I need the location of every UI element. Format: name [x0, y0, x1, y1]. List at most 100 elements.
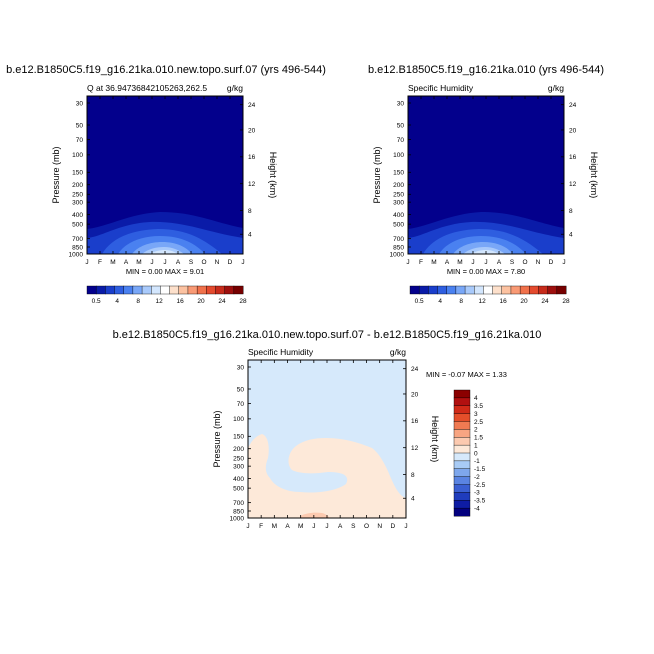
p3-xtick-label: J	[312, 523, 315, 530]
p2-y2tick-label: 12	[569, 181, 577, 188]
p2-ytick-label: 700	[393, 236, 404, 243]
p1-y2tick-label: 12	[248, 181, 256, 188]
p3-ytick-label: 250	[233, 456, 244, 463]
p2-ytick-label: 200	[393, 182, 404, 189]
p1-xtick-label: J	[241, 259, 244, 266]
p1-ytick-label: 70	[76, 137, 84, 144]
panel-1-stats: MIN = 0.00 MAX = 9.01	[126, 267, 204, 276]
p3-colorbar-swatch	[453, 444, 471, 454]
p2-y2tick-label: 24	[569, 102, 577, 109]
p3-colorbar-label: 2	[474, 427, 478, 434]
p3-colorbar-label: -2	[474, 474, 480, 481]
p2-colorbar-swatch	[409, 285, 420, 295]
p1-colorbar-swatch	[105, 285, 115, 295]
p1-xtick-label: A	[176, 259, 181, 266]
p1-colorbar-swatch	[233, 285, 244, 295]
p1-colorbar-label: 16	[176, 298, 184, 305]
p3-ytick-label: 300	[233, 463, 244, 470]
panel-2-stats: MIN = 0.00 MAX = 7.80	[447, 267, 525, 276]
p1-ytick-label: 50	[76, 122, 84, 129]
p2-xtick-label: J	[406, 259, 409, 266]
p2-xtick-label: M	[431, 259, 436, 266]
p3-ytick-label: 150	[233, 434, 244, 441]
p1-xtick-label: M	[136, 259, 141, 266]
p2-colorbar-swatch	[556, 285, 567, 295]
p3-colorbar-label: -2.5	[474, 482, 486, 489]
p1-colorbar-swatch	[206, 285, 216, 295]
p3-xtick-label: J	[404, 523, 407, 530]
p3-colorbar-label: 1	[474, 442, 478, 449]
p2-xtick-label: A	[497, 259, 502, 266]
p2-y2tick-label: 8	[569, 208, 573, 215]
panel-2-y2label: Height (km)	[589, 152, 599, 199]
p3-y2tick-label: 8	[411, 472, 415, 479]
p1-y2tick-label: 24	[248, 102, 256, 109]
p3-ytick-label: 850	[233, 508, 244, 515]
p3-colorbar-swatch	[453, 507, 471, 517]
p2-colorbar-label: 24	[541, 298, 549, 305]
panel-2-left-label: Specific Humidity	[408, 83, 474, 93]
p2-colorbar-swatch	[501, 285, 512, 295]
p1-colorbar-swatch	[196, 285, 207, 295]
p2-colorbar-swatch	[446, 285, 457, 295]
p1-xtick-label: O	[201, 259, 206, 266]
p2-ytick-label: 500	[393, 221, 404, 228]
p1-ytick-label: 30	[76, 100, 84, 107]
panel-3-case-title: b.e12.B1850C5.f19_g16.21ka.010.new.topo.…	[113, 329, 542, 341]
panel-1-left-label: Q at 36.94736842105263,262.5	[87, 83, 207, 93]
p3-ytick-label: 70	[237, 401, 245, 408]
panel-2-contour-field	[408, 96, 564, 254]
p3-y2tick-label: 16	[411, 418, 419, 425]
p2-y2tick-label: 16	[569, 154, 577, 161]
p1-colorbar-label: 28	[239, 298, 247, 305]
panel-3-units-label: g/kg	[390, 347, 406, 357]
p2-colorbar-swatch	[455, 285, 466, 295]
p3-y2tick-label: 4	[411, 496, 415, 503]
p1-colorbar-swatch	[187, 285, 198, 295]
p2-colorbar-label: 28	[562, 298, 570, 305]
p2-colorbar-swatch	[428, 285, 438, 295]
p2-colorbar-swatch	[529, 285, 539, 295]
p2-colorbar-label: 4	[438, 298, 442, 305]
p3-xtick-label: A	[285, 523, 290, 530]
p1-xtick-label: M	[110, 259, 115, 266]
p3-colorbar-label: 0	[474, 450, 478, 457]
p3-xtick-label: A	[338, 523, 343, 530]
p1-colorbar-swatch	[123, 285, 134, 295]
p3-xtick-label: D	[390, 523, 395, 530]
p1-colorbar-swatch	[151, 285, 161, 295]
p1-colorbar-label: 4	[115, 298, 119, 305]
panel-3-y2label: Height (km)	[430, 416, 440, 463]
p1-y2tick-label: 8	[248, 208, 252, 215]
p3-colorbar-swatch	[453, 389, 471, 399]
p3-colorbar-label: 3	[474, 411, 478, 418]
p1-xtick-label: A	[124, 259, 129, 266]
p1-xtick-label: J	[150, 259, 153, 266]
p2-colorbar-swatch	[519, 285, 530, 295]
p2-colorbar-label: 20	[520, 298, 528, 305]
p1-colorbar-swatch	[86, 285, 97, 295]
p2-xtick-label: M	[457, 259, 462, 266]
panel-2-case-title: b.e12.B1850C5.f19_g16.21ka.010 (yrs 496-…	[368, 64, 604, 76]
p3-colorbar-label: -3	[474, 490, 480, 497]
p3-colorbar-label: -3.5	[474, 498, 486, 505]
panel-3-contour-field	[248, 360, 406, 518]
p3-colorbar-swatch	[453, 492, 471, 501]
p2-xtick-label: D	[549, 259, 554, 266]
panel-1-contour-field	[87, 96, 243, 254]
p2-colorbar-swatch	[464, 285, 475, 295]
p2-colorbar-swatch	[418, 285, 429, 295]
p1-colorbar-swatch	[114, 285, 125, 295]
p3-ytick-label: 700	[233, 500, 244, 507]
p3-colorbar-label: -4	[474, 505, 480, 512]
p1-colorbar-swatch	[141, 285, 152, 295]
p2-ytick-label: 850	[393, 244, 404, 251]
p3-colorbar-swatch	[453, 500, 471, 509]
p1-ytick-label: 400	[72, 212, 83, 219]
p1-xtick-label: N	[215, 259, 220, 266]
p2-xtick-label: S	[510, 259, 515, 266]
p2-colorbar-swatch	[437, 285, 448, 295]
p1-xtick-label: J	[163, 259, 166, 266]
p3-colorbar-swatch	[453, 405, 471, 415]
p3-colorbar-swatch	[453, 421, 471, 430]
